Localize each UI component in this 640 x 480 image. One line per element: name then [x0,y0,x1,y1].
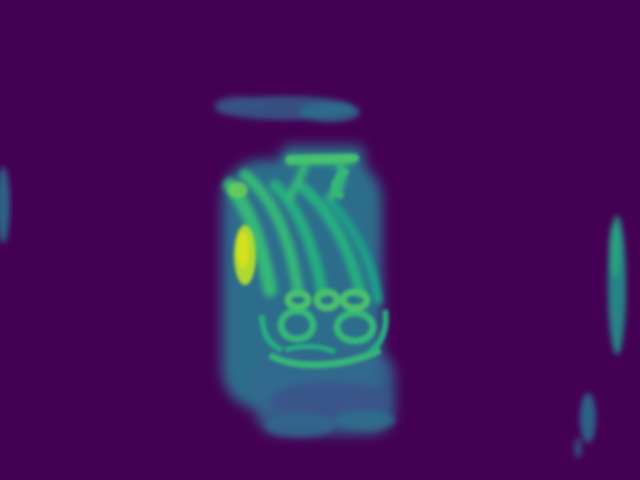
right-edge-streak [574,215,626,458]
bright-core [228,182,256,285]
left-edge-blob [0,167,10,243]
object-loops [259,288,389,369]
object-hook [286,154,359,199]
top-streak [215,96,360,122]
lower-tail [265,382,395,437]
